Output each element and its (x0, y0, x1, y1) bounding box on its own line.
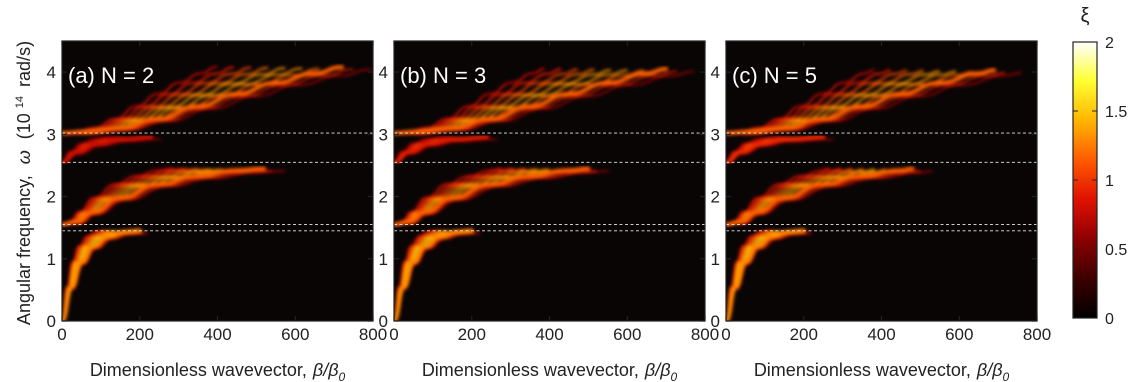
x-axis-label-text: Dimensionless wavevector, (90, 360, 307, 380)
band-ridge-core (726, 167, 914, 226)
colorbar-tick-label: 0.5 (1105, 242, 1127, 259)
band-curve (726, 170, 933, 226)
x-tick-label: 400 (535, 325, 563, 344)
colorbar-tick-label: 2 (1105, 35, 1114, 52)
y-axis-label-unit-close: rad/s) (14, 41, 34, 87)
x-tick-label: 0 (389, 325, 398, 344)
colorbar-label: ξ (1081, 5, 1090, 27)
x-tick-label: 400 (867, 325, 895, 344)
band-4 (62, 134, 162, 165)
x-tick-label: 0 (57, 325, 66, 344)
y-tick-label: 0 (47, 312, 56, 331)
y-tick-label: 1 (47, 250, 56, 269)
y-tick-label: 1 (711, 250, 720, 269)
band-4 (394, 134, 498, 165)
y-axis-label-unit-open: (10 (14, 113, 34, 139)
y-tick-label: 4 (711, 63, 720, 82)
band-ridge-core (62, 66, 343, 134)
y-axis-label-symbol: ω (14, 150, 34, 164)
band-curve (726, 232, 813, 321)
y-tick-label: 3 (47, 125, 56, 144)
x-tick-label: 400 (203, 325, 231, 344)
x-tick-label: 200 (126, 325, 154, 344)
y-tick-label: 3 (379, 125, 388, 144)
x-axis-label: Dimensionless wavevector, β/β0 (90, 360, 346, 382)
y-tick-label: 2 (379, 188, 388, 207)
band-curve (394, 170, 609, 226)
panel-label: (b) N = 3 (400, 63, 486, 88)
band-curve (62, 68, 371, 136)
x-tick-label: 800 (1023, 325, 1051, 344)
y-tick-label: 0 (379, 312, 388, 331)
band-ridge-core (394, 136, 488, 163)
bands (62, 64, 371, 321)
band-ridge-core (394, 68, 667, 134)
y-axis-label: Angular frequency, ω (10 14 rad/s) (7, 41, 34, 325)
panel-3: 0 1 2 3 4 0 200 400 600 800 (c) N = 5 Dimensionless… (711, 40, 1051, 382)
band-1 (726, 228, 813, 321)
x-tick-label: 800 (691, 325, 719, 344)
band-2 (62, 166, 286, 227)
y-axis-label-prefix: Angular frequency, (14, 175, 34, 325)
band-1 (62, 228, 149, 321)
x-axis-label-symbol: β/β (644, 360, 671, 380)
y-tick-label: 2 (47, 188, 56, 207)
colorbar-ticks: 0 0.5 1 1.5 2 (1073, 35, 1127, 328)
band-2 (726, 166, 933, 227)
y-tick-label: 0 (711, 312, 720, 331)
colorbar-tick-label: 0 (1105, 311, 1114, 328)
x-tick-label: 600 (945, 325, 973, 344)
band-1 (394, 228, 481, 321)
band-curve (394, 70, 695, 136)
x-tick-label: 800 (359, 325, 387, 344)
band-curve (394, 232, 481, 321)
band-4 (726, 134, 834, 165)
band-ridge-core (394, 230, 473, 321)
x-tick-label: 0 (721, 325, 730, 344)
y-axis-label-unit-exp: 14 (14, 96, 26, 108)
band-ridge-core (62, 230, 141, 321)
x-axis-label-subscript: 0 (670, 370, 677, 382)
x-axis-label-subscript: 0 (1002, 370, 1009, 382)
colorbar: ξ 0 0.5 1 1.5 2 (1072, 5, 1127, 328)
x-axis-label-text: Dimensionless wavevector, (422, 360, 639, 380)
x-tick-label: 200 (458, 325, 486, 344)
x-axis-label-symbol: β/β (976, 360, 1003, 380)
x-tick-label: 600 (613, 325, 641, 344)
panel-label: (c) N = 5 (732, 63, 817, 88)
x-axis-label-symbol: β/β (312, 360, 339, 380)
x-tick-label: 200 (790, 325, 818, 344)
band-ridge-core (394, 167, 590, 226)
band-3 (62, 64, 371, 136)
panel-label: (a) N = 2 (68, 63, 154, 88)
x-axis-label-text: Dimensionless wavevector, (754, 360, 971, 380)
band-2 (394, 166, 609, 227)
x-axis-label: Dimensionless wavevector, β/β0 (754, 360, 1010, 382)
band-ridge-core (62, 167, 265, 226)
y-tick-label: 4 (47, 63, 56, 82)
x-axis-label: Dimensionless wavevector, β/β0 (422, 360, 678, 382)
band-ridge-core (726, 69, 995, 134)
y-tick-label: 3 (711, 125, 720, 144)
x-axis-label-subscript: 0 (338, 370, 345, 382)
band-ridge-core (726, 230, 805, 321)
y-tick-label: 2 (711, 188, 720, 207)
bands (394, 66, 695, 321)
band-ridge-core (726, 136, 824, 163)
colorbar-tick-label: 1.5 (1105, 104, 1127, 121)
x-tick-label: 600 (281, 325, 309, 344)
bands (726, 67, 1022, 321)
band-curve (62, 232, 149, 321)
colorbar-tick-label: 1 (1105, 173, 1114, 190)
band-ridge-core (62, 136, 153, 163)
band-curve (62, 170, 286, 226)
band-curve (726, 71, 1022, 136)
y-tick-label: 4 (379, 63, 388, 82)
y-tick-label: 1 (379, 250, 388, 269)
